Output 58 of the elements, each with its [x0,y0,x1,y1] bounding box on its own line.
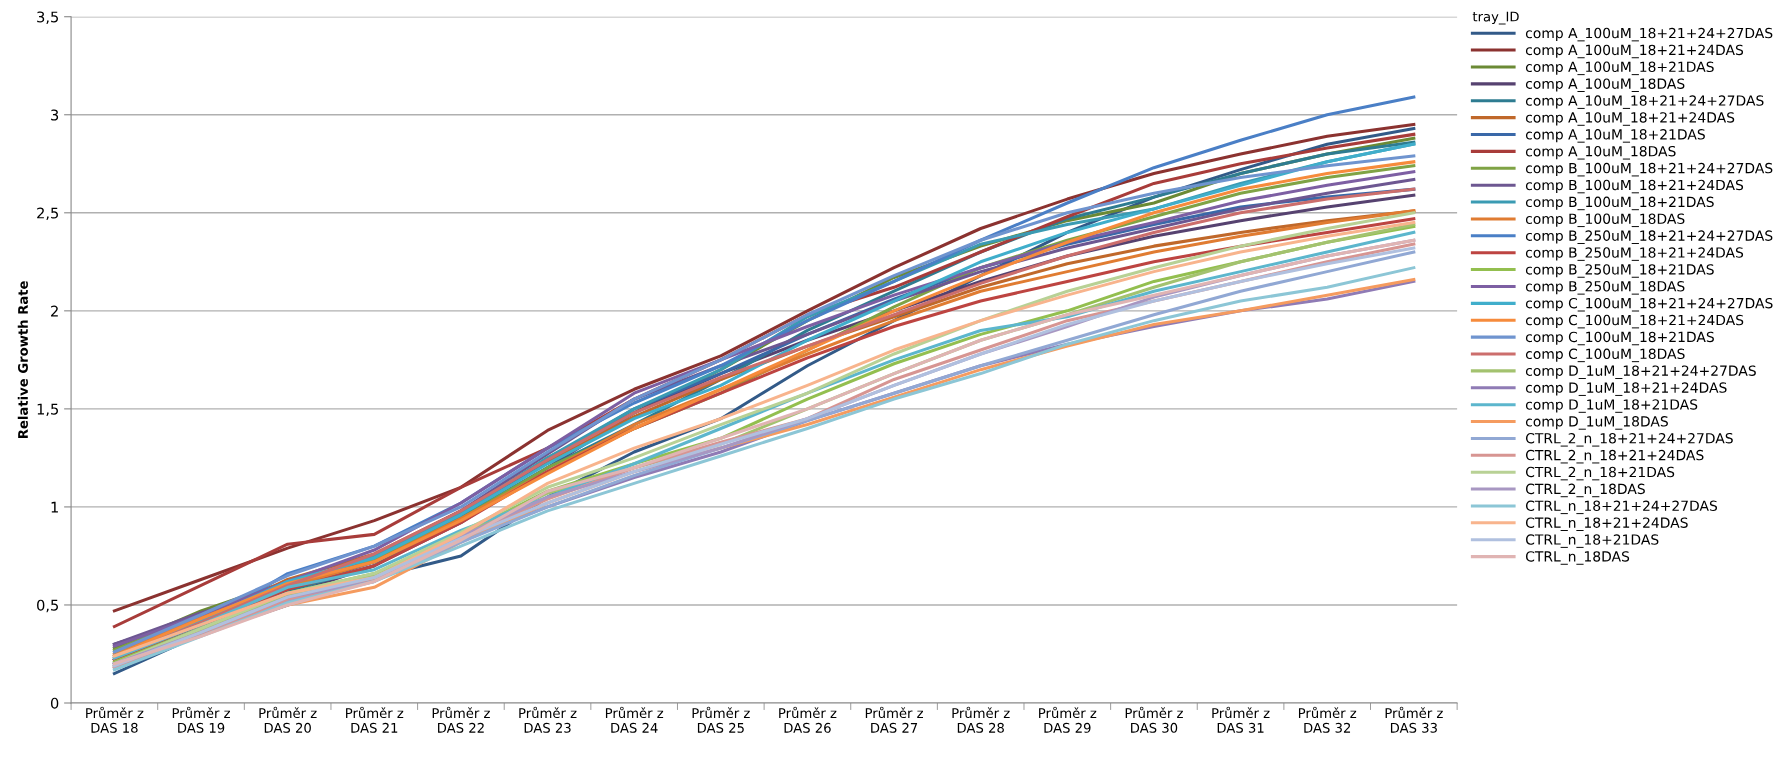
x-tick-label: Průměr z DAS 22 [432,706,490,733]
legend-label: comp D_1uM_18+21DAS [1525,399,1698,413]
x-tick-label: Průměr z DAS 25 [692,706,750,733]
legend-label: comp C_100uM_18+21+24DAS [1525,314,1744,329]
legend-label: comp D_1uM_18+21+24+27DAS [1525,365,1756,380]
legend-label: CTRL_n_18+21DAS [1525,534,1659,548]
legend-label: comp A_100uM_18+21+24DAS [1525,44,1744,59]
legend-label: CTRL_n_18+21+24+27DAS [1525,500,1718,515]
y-tick-label: 3 [51,109,59,121]
y-tick-label: 0 [50,697,59,709]
legend-label: CTRL_2_n_18+21+24+27DAS [1525,432,1733,447]
y-tick-label: 2 [51,305,58,317]
legend-label: comp D_1uM_18+21+24DAS [1525,382,1727,396]
legend-label: comp B_250uM_18DAS [1525,281,1685,295]
legend-label: CTRL_2_n_18+21DAS [1525,466,1675,481]
x-tick-label: Průměr z DAS 27 [865,706,923,733]
legend-label: comp A_10uM_18+21+24DAS [1525,112,1735,126]
y-tick-label: 2,5 [37,207,58,221]
legend-label: CTRL_2_n_18+21+24DAS [1525,449,1704,464]
legend-label: comp B_100uM_18+21DAS [1525,196,1714,211]
legend-label: comp B_100uM_18+21+24DAS [1525,179,1744,194]
legend-label: comp B_100uM_18DAS [1525,213,1685,228]
x-tick-label: Průměr z DAS 29 [1039,706,1097,733]
legend-label: CTRL_2_n_18DAS [1525,483,1645,498]
legend-label: comp A_100uM_18+21+24+27DAS [1525,27,1773,42]
x-tick-label: Průměr z DAS 18 [86,706,144,733]
legend-label: comp D_1uM_18DAS [1525,416,1668,430]
x-tick-label: Průměr z DAS 19 [172,706,230,733]
legend-title: tray_ID [1472,11,1519,25]
x-tick-label: Průměr z DAS 24 [605,706,664,733]
x-tick-label: Průměr z DAS 26 [779,706,837,733]
x-tick-label: Průměr z DAS 32 [1298,706,1357,733]
y-tick-label: 1 [51,501,58,513]
legend-label: CTRL_n_18DAS [1525,551,1630,565]
x-tick-label: Průměr z DAS 33 [1385,706,1443,733]
x-tick-label: Průměr z DAS 30 [1125,706,1183,733]
y-axis-title: Relative Growth Rate [17,281,28,439]
x-tick-label: Průměr z DAS 20 [259,706,317,733]
legend-label: comp A_100uM_18DAS [1525,78,1685,92]
legend-label: comp B_250uM_18+21+24DAS [1525,247,1744,261]
legend-label: comp B_100uM_18+21+24+27DAS [1525,162,1773,177]
x-tick-label: Průměr z DAS 28 [952,706,1010,733]
legend-label: comp B_250uM_18+21+24+27DAS [1525,230,1773,244]
legend-label: comp A_10uM_18+21+24+27DAS [1525,95,1764,109]
legend-label: CTRL_n_18+21+24DAS [1525,517,1688,531]
x-tick-label: Průměr z DAS 31 [1212,706,1270,733]
legend-label: comp B_250uM_18+21DAS [1525,264,1714,278]
legend-label: comp A_10uM_18+21DAS [1525,129,1705,143]
legend-label: comp C_100uM_18+21+24+27DAS [1525,297,1773,312]
y-tick-label: 1,5 [37,403,58,417]
legend-label: comp A_100uM_18+21DAS [1525,61,1714,76]
y-tick-label: 3,5 [37,11,58,24]
x-tick-label: Průměr z DAS 23 [519,706,577,733]
x-tick-label: Průměr z DAS 21 [346,706,404,733]
legend-label: comp C_100uM_18DAS [1525,348,1685,363]
y-tick-label: 0,5 [37,599,58,613]
legend-label: comp C_100uM_18+21DAS [1525,331,1714,346]
legend-label: comp A_10uM_18DAS [1525,145,1676,160]
